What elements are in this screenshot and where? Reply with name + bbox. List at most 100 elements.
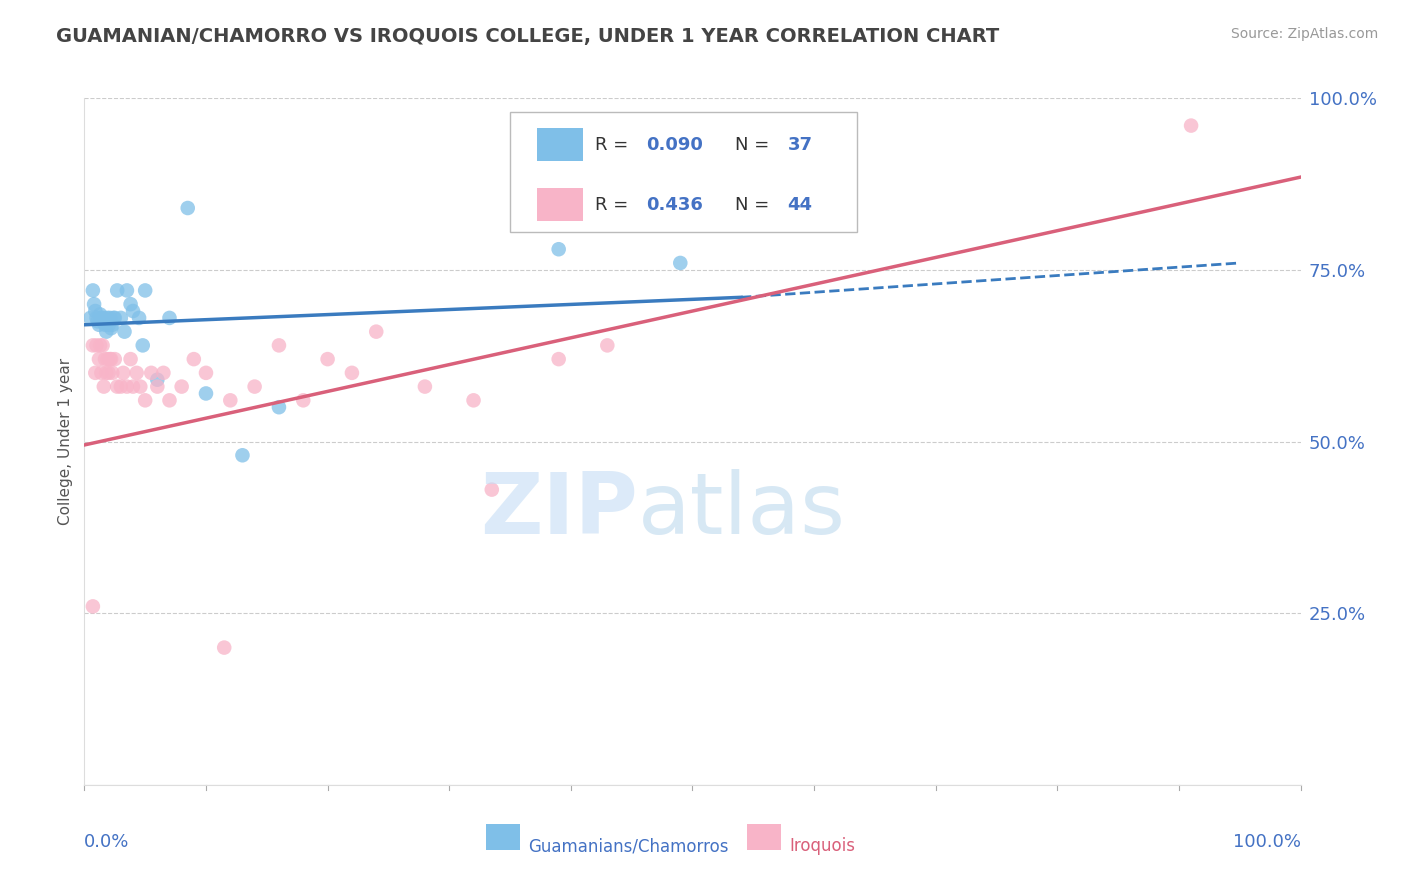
Point bbox=[177, 201, 200, 215]
Point bbox=[110, 379, 132, 393]
Text: N =: N = bbox=[735, 195, 775, 213]
Text: Iroquois: Iroquois bbox=[790, 838, 856, 855]
Point bbox=[547, 242, 569, 256]
Point bbox=[97, 318, 120, 332]
Point bbox=[115, 379, 138, 393]
Text: 0.090: 0.090 bbox=[647, 136, 703, 153]
Text: Guamanians/Chamorros: Guamanians/Chamorros bbox=[529, 838, 728, 855]
Point bbox=[89, 338, 111, 352]
Point bbox=[132, 338, 155, 352]
Point bbox=[122, 379, 145, 393]
Point bbox=[122, 304, 145, 318]
FancyBboxPatch shape bbox=[537, 188, 583, 221]
Point bbox=[481, 483, 503, 497]
Text: Source: ZipAtlas.com: Source: ZipAtlas.com bbox=[1230, 27, 1378, 41]
Point bbox=[96, 366, 118, 380]
Text: R =: R = bbox=[595, 195, 634, 213]
Point bbox=[134, 393, 156, 408]
Point bbox=[82, 599, 104, 614]
Point bbox=[146, 373, 169, 387]
Point bbox=[669, 256, 692, 270]
Point bbox=[231, 448, 253, 462]
Point bbox=[243, 379, 266, 393]
Point bbox=[83, 297, 105, 311]
Point bbox=[101, 366, 124, 380]
Point bbox=[84, 366, 107, 380]
Point bbox=[112, 366, 135, 380]
Point bbox=[103, 310, 125, 325]
Point bbox=[82, 284, 104, 298]
Point bbox=[195, 386, 218, 401]
Point bbox=[463, 393, 485, 408]
FancyBboxPatch shape bbox=[510, 112, 856, 232]
Point bbox=[152, 366, 174, 380]
Point bbox=[413, 379, 436, 393]
Point bbox=[104, 352, 127, 367]
Point bbox=[183, 352, 205, 367]
Point bbox=[105, 284, 128, 298]
Point bbox=[86, 338, 108, 352]
Point bbox=[90, 310, 112, 325]
Point bbox=[87, 314, 110, 328]
Text: 44: 44 bbox=[787, 195, 813, 213]
FancyBboxPatch shape bbox=[747, 824, 782, 850]
Text: GUAMANIAN/CHAMORRO VS IROQUOIS COLLEGE, UNDER 1 YEAR CORRELATION CHART: GUAMANIAN/CHAMORRO VS IROQUOIS COLLEGE, … bbox=[56, 27, 1000, 45]
Point bbox=[146, 379, 169, 393]
Point bbox=[115, 284, 138, 298]
Point bbox=[87, 318, 110, 332]
Text: atlas: atlas bbox=[638, 468, 846, 552]
Point bbox=[125, 366, 148, 380]
Point bbox=[91, 338, 114, 352]
Point bbox=[195, 366, 218, 380]
Point bbox=[159, 393, 181, 408]
FancyBboxPatch shape bbox=[537, 128, 583, 161]
FancyBboxPatch shape bbox=[485, 824, 520, 850]
Point bbox=[292, 393, 315, 408]
Point bbox=[79, 310, 101, 325]
Point bbox=[340, 366, 363, 380]
Point bbox=[97, 366, 120, 380]
Point bbox=[100, 352, 122, 367]
Point bbox=[87, 352, 110, 367]
Point bbox=[82, 338, 104, 352]
Point bbox=[104, 310, 127, 325]
Text: N =: N = bbox=[735, 136, 775, 153]
Point bbox=[98, 352, 121, 367]
Text: 0.436: 0.436 bbox=[647, 195, 703, 213]
Text: R =: R = bbox=[595, 136, 634, 153]
Point bbox=[128, 310, 150, 325]
Point bbox=[86, 310, 108, 325]
Point bbox=[212, 640, 235, 655]
Point bbox=[596, 338, 619, 352]
Y-axis label: College, Under 1 year: College, Under 1 year bbox=[58, 358, 73, 525]
Text: 37: 37 bbox=[787, 136, 813, 153]
Point bbox=[114, 325, 136, 339]
Text: 0.0%: 0.0% bbox=[84, 833, 129, 851]
Point bbox=[91, 314, 114, 328]
Point bbox=[129, 379, 152, 393]
Point bbox=[159, 310, 181, 325]
Point bbox=[94, 352, 117, 367]
Text: ZIP: ZIP bbox=[479, 468, 638, 552]
Point bbox=[120, 352, 142, 367]
Point bbox=[96, 310, 118, 325]
Point bbox=[93, 310, 115, 325]
Point bbox=[89, 308, 111, 322]
Point bbox=[120, 297, 142, 311]
Point bbox=[366, 325, 388, 339]
Point bbox=[1180, 119, 1202, 133]
Point bbox=[98, 310, 121, 325]
Point bbox=[93, 379, 115, 393]
Point bbox=[101, 318, 124, 332]
Point bbox=[110, 310, 132, 325]
Point bbox=[94, 318, 117, 332]
Point bbox=[267, 400, 290, 414]
Text: 100.0%: 100.0% bbox=[1233, 833, 1301, 851]
Point bbox=[90, 366, 112, 380]
Point bbox=[316, 352, 339, 367]
Point bbox=[170, 379, 193, 393]
Point bbox=[105, 379, 128, 393]
Point bbox=[219, 393, 242, 408]
Point bbox=[96, 325, 118, 339]
Point bbox=[267, 338, 290, 352]
